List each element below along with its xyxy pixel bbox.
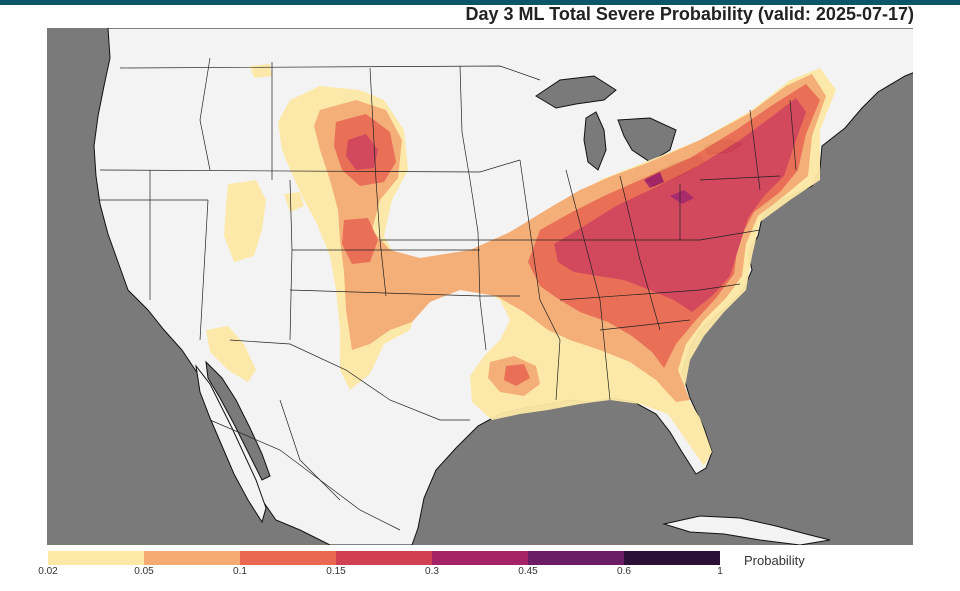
contour-002-nv <box>284 192 304 212</box>
colorbar-label: Probability <box>744 553 805 568</box>
colorbar-tick: 1 <box>717 566 723 577</box>
colorbar-tick: 0.05 <box>134 566 154 577</box>
colorbar-tick: 0.3 <box>425 566 439 577</box>
probability-map <box>47 28 913 545</box>
colorbar-tick: 0.6 <box>617 566 631 577</box>
colorbar-segment <box>144 551 240 565</box>
colorbar-segment <box>336 551 432 565</box>
contour-01-la <box>504 364 530 386</box>
colorbar-segment <box>240 551 336 565</box>
colorbar-ticks: 0.02 0.05 0.1 0.15 0.3 0.45 0.6 1 <box>38 566 723 580</box>
contour-002-nd <box>250 64 272 78</box>
political-borders <box>99 57 797 531</box>
top-accent-bar <box>0 0 960 5</box>
colorbar-segment <box>528 551 624 565</box>
map-title: Day 3 ML Total Severe Probability (valid… <box>465 4 914 24</box>
colorbar-tick: 0.15 <box>326 566 346 577</box>
contour-03-mi <box>644 172 664 188</box>
land-baja <box>195 364 267 524</box>
lake-michigan <box>583 111 607 171</box>
contour-03-oh <box>670 190 694 204</box>
gulf-of-california <box>205 360 271 481</box>
land-cuba <box>662 515 831 545</box>
colorbar-segment <box>48 551 144 565</box>
colorbar-tick: 0.1 <box>233 566 247 577</box>
colorbar <box>48 551 720 565</box>
lake-superior <box>535 75 617 109</box>
contour-015-sd <box>346 134 378 170</box>
contour-002-west <box>224 180 266 262</box>
colorbar-tick: 0.45 <box>518 566 538 577</box>
colorbar-segment <box>624 551 720 565</box>
colorbar-tick: 0.02 <box>38 566 58 577</box>
colorbar-segment <box>432 551 528 565</box>
contour-01-ne <box>342 218 378 264</box>
contour-002-az <box>206 326 256 382</box>
map-panel[interactable] <box>47 28 913 545</box>
